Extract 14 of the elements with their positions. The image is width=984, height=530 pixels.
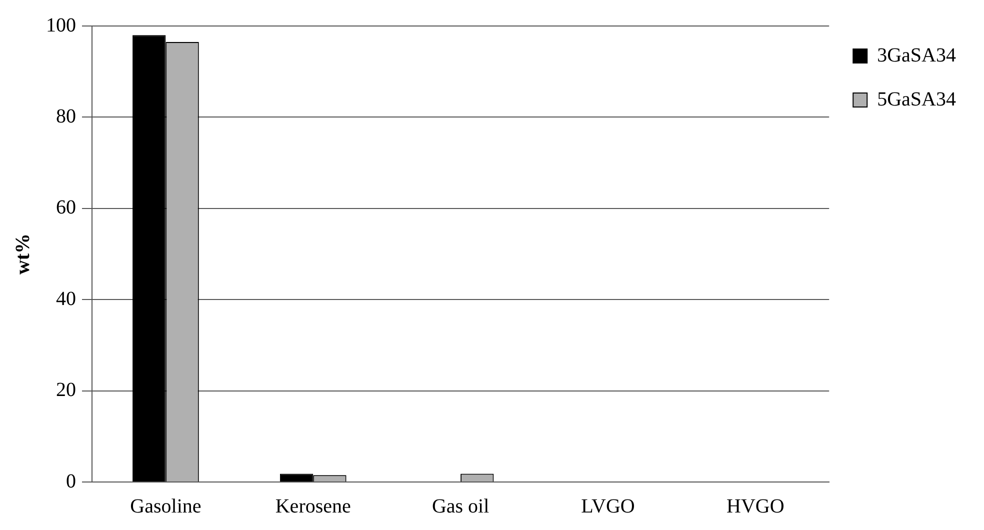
x-tick-label: HVGO: [726, 495, 784, 518]
x-tick-label: Gasoline: [130, 495, 202, 518]
y-tick-label: 100: [46, 14, 76, 36]
x-tick-label: Gas oil: [432, 495, 490, 518]
y-tick-label: 0: [66, 470, 76, 492]
y-axis-title: wt%: [12, 233, 34, 275]
legend-label: 3GaSA34: [877, 44, 956, 66]
legend-label: 5GaSA34: [877, 88, 956, 110]
x-tick-label: Kerosene: [275, 495, 352, 518]
y-tick-label: 60: [56, 196, 76, 219]
y-tick-label: 20: [56, 379, 76, 402]
y-tick-label: 80: [56, 105, 76, 128]
y-tick-label: 40: [56, 288, 76, 310]
x-tick-label: LVGO: [581, 495, 635, 518]
